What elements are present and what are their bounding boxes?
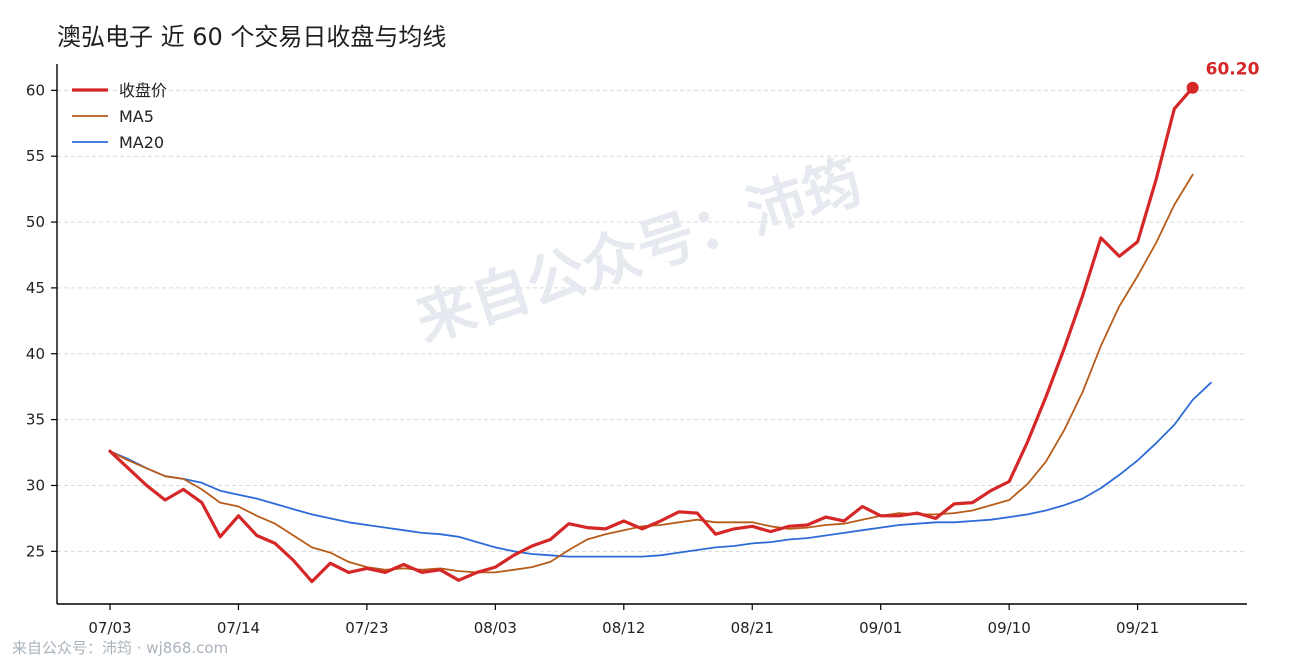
y-tick-label: 45 [26, 279, 45, 297]
annotations: 60.20 [1186, 60, 1260, 94]
y-tick-label: 35 [26, 411, 45, 429]
x-tick-label: 09/21 [1116, 619, 1159, 637]
series-lines [108, 86, 1212, 584]
chart-title: 澳弘电子 近 60 个交易日收盘与均线 [57, 23, 446, 51]
legend-label: MA20 [119, 133, 164, 152]
series-line-close [108, 86, 1195, 584]
x-tick-label: 07/03 [88, 619, 131, 637]
x-tick-label: 08/12 [602, 619, 645, 637]
y-tick-label: 25 [26, 542, 45, 560]
last-price-label: 60.20 [1206, 60, 1260, 80]
x-tick-label: 09/01 [859, 619, 902, 637]
y-tick-label: 55 [26, 147, 45, 165]
watermark-center: 来自公众号：沛筠 [408, 147, 870, 355]
axes: 25 30 35 40 45 50 55 60 07/03 07/14 07/23 08/03 08/1… [26, 64, 1247, 637]
y-tick-label: 30 [26, 476, 45, 494]
watermark-footer: 来自公众号：沛筠 · wj868.com [12, 639, 228, 657]
legend-label: MA5 [119, 107, 154, 126]
y-tick-label: 50 [26, 213, 45, 231]
series-line-ma20 [109, 381, 1212, 558]
legend: 收盘价 MA5 MA20 [72, 81, 167, 152]
x-tick-label: 07/14 [217, 619, 260, 637]
y-tick-label: 60 [26, 81, 45, 99]
x-tick-label: 07/23 [345, 619, 388, 637]
x-tick-label: 08/21 [731, 619, 774, 637]
x-tick-label: 08/03 [474, 619, 517, 637]
legend-label: 收盘价 [119, 81, 167, 100]
last-price-marker [1186, 81, 1199, 94]
grid-lines [57, 89, 1247, 552]
x-tick-label: 09/10 [988, 619, 1031, 637]
y-tick-label: 40 [26, 345, 45, 363]
